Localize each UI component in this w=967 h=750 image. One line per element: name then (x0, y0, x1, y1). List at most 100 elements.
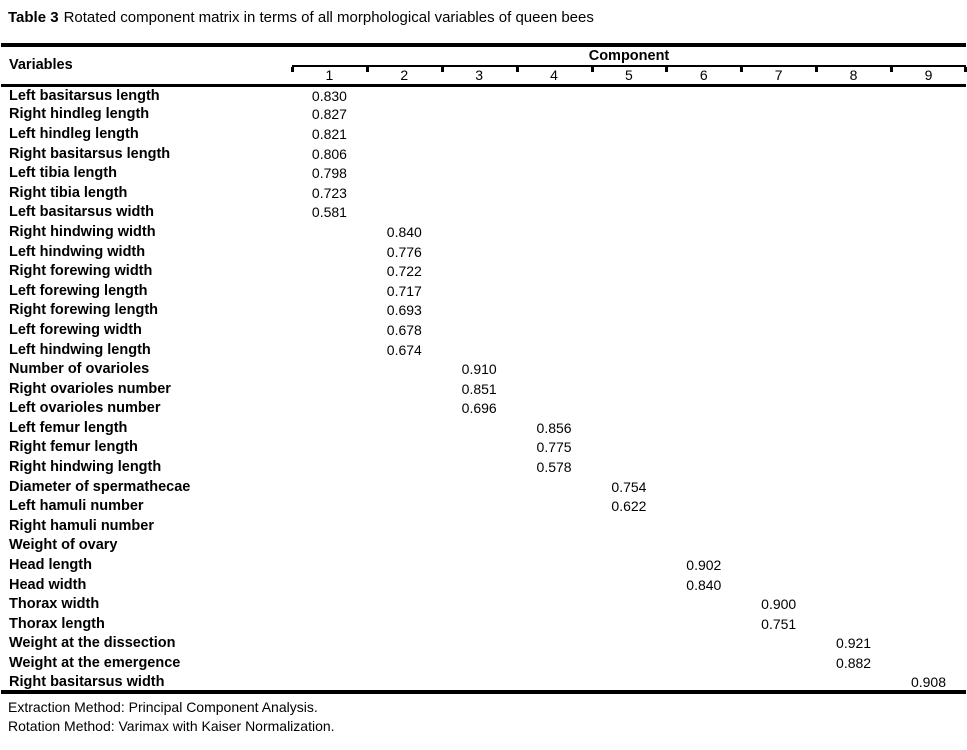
table-row: Left hindwing width 0.776 (1, 242, 966, 262)
loading-value-cell (517, 536, 592, 556)
loading-value-cell (816, 163, 891, 183)
loading-value-cell (442, 242, 517, 262)
loading-value-cell (517, 124, 592, 144)
loading-value-cell (442, 575, 517, 595)
loading-value-cell (292, 379, 367, 399)
loading-value-cell (517, 399, 592, 419)
loading-value-cell (592, 183, 667, 203)
loading-value-cell (741, 634, 816, 654)
table-row: Head length 0.902 (1, 555, 966, 575)
loading-value-cell: 0.717 (386, 282, 422, 299)
loading-value-cell (891, 124, 966, 144)
loading-value-cell (517, 614, 592, 634)
loading-value-cell (741, 242, 816, 262)
loading-value-cell (442, 144, 517, 164)
loading-value-cell (367, 203, 442, 223)
loading-value-cell (292, 320, 367, 340)
loading-value-cell: 0.821 (311, 125, 347, 142)
loading-value-cell (891, 183, 966, 203)
loading-value-cell (592, 438, 667, 458)
loading-value-cell (666, 261, 741, 281)
loading-value-cell (816, 477, 891, 497)
loading-value-cell (517, 105, 592, 125)
loading-value-cell (891, 379, 966, 399)
loading-value-cell (741, 340, 816, 360)
loading-value-cell (741, 379, 816, 399)
loading-value-cell (517, 594, 592, 614)
loading-value-cell (816, 614, 891, 634)
caption-text: Rotated component matrix in terms of all… (63, 9, 594, 26)
row-label: Right hindwing width (9, 223, 156, 240)
loading-value-cell: 0.830 (311, 87, 347, 104)
loading-value-cell (816, 105, 891, 125)
loading-value-cell (741, 222, 816, 242)
loading-value-cell (442, 261, 517, 281)
loading-value-cell (816, 575, 891, 595)
loading-value-cell (891, 634, 966, 654)
loading-value-cell (741, 301, 816, 321)
row-label: Number of ovarioles (9, 361, 150, 378)
component-column-header: 7 (740, 66, 816, 85)
loading-value-cell (592, 320, 667, 340)
loading-value-cell (367, 183, 442, 203)
header-group-row: Variables Component (1, 45, 966, 73)
loading-value-cell (741, 124, 816, 144)
table-row: Number of ovarioles 0.910 (1, 359, 966, 379)
loading-value-cell (292, 614, 367, 634)
loading-value-cell (816, 144, 891, 164)
loading-value-cell (592, 301, 667, 321)
loading-value-cell (816, 438, 891, 458)
loading-value-cell: 0.693 (386, 302, 422, 319)
loading-value-cell (891, 301, 966, 321)
loading-value-cell (816, 516, 891, 536)
loading-value-cell (891, 575, 966, 595)
loading-value-cell (816, 399, 891, 419)
row-label: Diameter of spermathecae (9, 478, 191, 495)
loading-value-cell (442, 653, 517, 673)
loading-value-cell (367, 163, 442, 183)
loading-value-cell (592, 594, 667, 614)
loading-value-cell (517, 163, 592, 183)
loading-value-cell (517, 555, 592, 575)
loading-value-cell (891, 594, 966, 614)
loading-value-cell (442, 203, 517, 223)
variables-column-header: Variables (9, 57, 73, 74)
loading-value-cell (292, 340, 367, 360)
row-label: Right hindleg length (9, 106, 150, 123)
loading-value-cell (816, 673, 891, 693)
loading-value-cell (666, 242, 741, 262)
loading-value-cell (517, 301, 592, 321)
loading-value-cell: 0.798 (311, 165, 347, 182)
loading-value-cell (592, 399, 667, 419)
loading-value-cell (442, 614, 517, 634)
loading-value-cell (816, 242, 891, 262)
loading-value-cell (292, 301, 367, 321)
row-label: Left hamuli number (9, 498, 144, 515)
loading-value-cell (666, 477, 741, 497)
row-label: Right forewing width (9, 263, 153, 280)
loading-value-cell (741, 183, 816, 203)
loading-value-cell: 0.910 (461, 361, 497, 378)
row-label: Weight at the emergence (9, 655, 181, 672)
component-column-header: 2 (365, 66, 442, 85)
loading-value-cell: 0.678 (386, 321, 422, 338)
loading-value-cell: 0.840 (386, 223, 422, 240)
loading-value-cell (741, 144, 816, 164)
loading-value-cell: 0.851 (461, 380, 497, 397)
loading-value-cell (367, 438, 442, 458)
loading-value-cell: 0.806 (311, 145, 347, 162)
table-row: Left forewing length 0.717 (1, 281, 966, 301)
loading-value-cell (592, 144, 667, 164)
loading-value-cell (816, 536, 891, 556)
loading-value-cell (666, 144, 741, 164)
loading-value-cell (666, 673, 741, 693)
table-row: Left forewing width 0.678 (1, 320, 966, 340)
table-row: Left femur length 0.856 (1, 418, 966, 438)
table-row: Right ovarioles number 0.851 (1, 379, 966, 399)
row-label: Head width (9, 576, 87, 593)
row-label: Thorax width (9, 596, 100, 613)
loading-value-cell (741, 673, 816, 693)
loading-value-cell (666, 653, 741, 673)
